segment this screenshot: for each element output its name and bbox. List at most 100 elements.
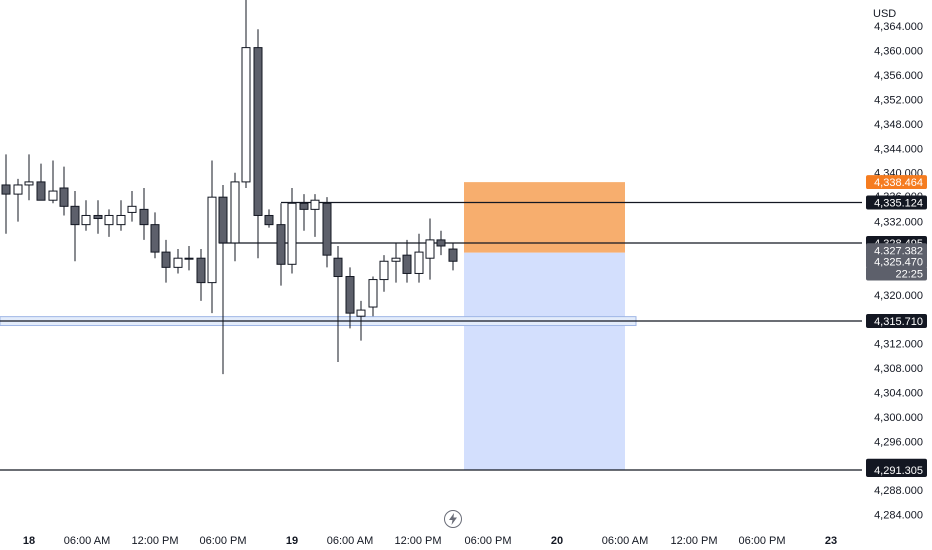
candle <box>184 245 194 271</box>
candle-body <box>93 214 103 220</box>
candle <box>36 163 46 201</box>
candle-body <box>127 205 137 213</box>
price-tag-label: 4,315.710 <box>874 316 923 328</box>
x-tick-label: 06:00 AM <box>327 535 373 547</box>
candle-body <box>414 251 424 274</box>
candle <box>173 249 183 274</box>
y-tick-label: 4,344.000 <box>874 143 923 155</box>
price-tag: 4,315.710 <box>866 314 927 329</box>
candle-body <box>36 181 46 201</box>
candle <box>196 249 206 301</box>
x-tick-label: 06:00 PM <box>738 535 785 547</box>
candle <box>287 188 297 274</box>
y-tick-label: 4,364.000 <box>874 21 923 33</box>
candle <box>230 172 240 262</box>
time-axis[interactable]: 18 06:00 AM 12:00 PM 06:00 PM 19 06:00 AM 12:0… <box>23 535 837 547</box>
x-tick-label: 23 <box>825 535 837 547</box>
price-tag-label: 4,325.470 <box>874 256 923 268</box>
candle <box>402 239 412 283</box>
candle <box>13 178 23 222</box>
candle-body <box>264 214 274 226</box>
y-tick-label: 4,300.000 <box>874 412 923 424</box>
candle <box>104 209 114 237</box>
y-tick-label: 4,284.000 <box>874 510 923 522</box>
candle <box>93 200 103 234</box>
y-tick-label: 4,312.000 <box>874 339 923 351</box>
candles[interactable] <box>1 0 458 375</box>
candle-body <box>287 202 297 265</box>
candle-body <box>59 187 69 207</box>
candle-body <box>104 214 114 226</box>
candle <box>1 154 11 234</box>
candle <box>207 160 217 314</box>
candle-body <box>448 248 458 262</box>
candle <box>116 200 126 231</box>
candle-body <box>139 208 149 226</box>
price-tag-label: 4,291.305 <box>874 465 923 477</box>
x-tick-label: 12:00 PM <box>670 535 717 547</box>
candle <box>276 203 286 286</box>
currency-label: USD <box>873 8 896 20</box>
candle <box>241 0 251 189</box>
x-tick-label: 18 <box>23 535 35 547</box>
y-tick-label: 4,320.000 <box>874 290 923 302</box>
lightning-bolt-icon[interactable] <box>444 510 462 528</box>
price-tag: 22:25 <box>866 266 927 281</box>
candle <box>59 166 69 216</box>
candle <box>264 209 274 228</box>
price-tag: 4,325.470 <box>866 254 927 269</box>
price-tag: 4,338.464 <box>866 175 927 190</box>
price-tags: 4,338.4644,336.0004,335.1244,328.4954,32… <box>866 175 927 477</box>
price-tag-label: 22:25 <box>895 268 923 280</box>
candle-body <box>116 214 126 226</box>
y-tick-label: 4,304.000 <box>874 387 923 399</box>
candle-body <box>241 47 251 183</box>
candle-body <box>345 276 355 314</box>
candle-body <box>81 214 91 226</box>
price-tag-bg <box>866 195 927 210</box>
candle-body <box>24 181 34 186</box>
stop-loss-zone <box>464 182 625 253</box>
candle-body <box>184 257 194 260</box>
candle <box>218 184 228 375</box>
candle-body <box>436 239 446 247</box>
candle-body <box>230 181 240 244</box>
y-tick-label: 4,348.000 <box>874 119 923 131</box>
candle <box>48 160 58 204</box>
candle <box>436 230 446 256</box>
candle <box>425 218 435 280</box>
candle-body <box>310 199 320 210</box>
y-tick-label: 4,352.000 <box>874 94 923 106</box>
candle <box>310 194 320 237</box>
candle-body <box>322 202 332 256</box>
candle <box>253 29 263 259</box>
candle-body <box>150 224 160 253</box>
price-tag-bg <box>866 462 927 477</box>
price-tag-bg <box>866 314 927 329</box>
price-tag-bg <box>866 254 927 269</box>
candle <box>139 188 149 240</box>
candle-body <box>218 196 228 244</box>
candle-body <box>402 254 412 274</box>
candle-body <box>356 309 366 317</box>
x-tick-label: 06:00 PM <box>199 535 246 547</box>
candle <box>81 200 91 231</box>
x-tick-label: 06:00 PM <box>464 535 511 547</box>
candle-body <box>196 257 206 284</box>
candle-body <box>379 260 389 281</box>
candle <box>356 300 366 341</box>
candle-body <box>253 47 263 216</box>
x-tick-label: 06:00 AM <box>64 535 110 547</box>
candle-body <box>1 184 11 195</box>
candle-body <box>70 205 80 226</box>
candle <box>161 239 171 283</box>
take-profit-zone <box>464 252 625 470</box>
candle-body <box>161 251 171 268</box>
position-tool[interactable] <box>464 182 625 470</box>
x-tick-label: 19 <box>286 535 298 547</box>
x-tick-label: 20 <box>551 535 563 547</box>
candle-body <box>425 239 435 259</box>
candle-body <box>48 190 58 201</box>
candle <box>127 191 137 222</box>
